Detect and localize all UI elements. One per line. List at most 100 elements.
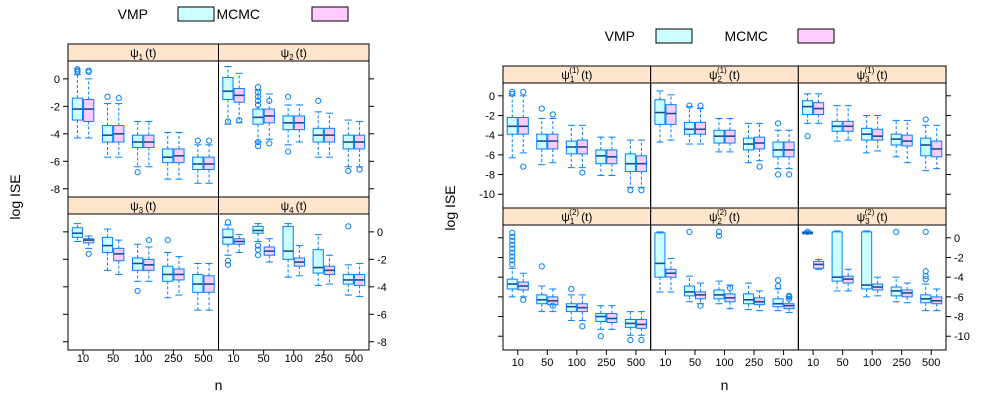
outlier-point [254, 246, 262, 253]
box-vmp-n500 [920, 228, 932, 312]
box-vmp-n50 [683, 228, 695, 303]
box-vmp-n500 [342, 119, 354, 174]
outlier-point [697, 102, 704, 109]
box-mcmc-n500 [635, 139, 647, 194]
panel-strip-label: ψ1 (t) [130, 46, 156, 62]
outlier-point [509, 249, 516, 256]
strip-subscript: 3 [865, 217, 870, 226]
x-tick-label: 100 [863, 357, 881, 369]
box-iqr [665, 104, 677, 125]
box-mcmc-n100 [293, 245, 305, 277]
x-tick-label: 100 [568, 357, 586, 369]
box-vmp-n10 [654, 231, 666, 293]
strip-symbol: ψ [281, 199, 290, 213]
panel-strip [67, 43, 219, 62]
outlier-point [922, 116, 929, 123]
y-tick-label: -6 [485, 150, 495, 162]
box-mcmc-n50 [694, 282, 707, 309]
box-vmp-n50 [252, 84, 264, 150]
box-iqr [282, 225, 294, 260]
outlier-point [224, 219, 232, 226]
outlier-point [520, 296, 527, 303]
outlier-point [579, 323, 586, 330]
box-vmp-n250 [162, 237, 174, 299]
box-mcmc-n100 [143, 120, 155, 168]
box-iqr [872, 128, 884, 141]
box-mcmc-n10 [83, 235, 95, 257]
box-mcmc-n100 [576, 294, 588, 330]
panel-5: ψ2(2) (t) 10 50 100 250 500 [650, 207, 799, 369]
box-iqr [861, 231, 873, 290]
outlier-point [509, 261, 516, 268]
legend-swatch-mcmc [311, 6, 349, 22]
panel-1: ψ1 (t) 0 -2 -4 -6 -8 [50, 43, 219, 198]
outlier-point [74, 66, 81, 73]
box-vmp-n10 [506, 229, 518, 298]
outlier-point [254, 97, 262, 104]
x-tick-label: 100 [715, 357, 733, 369]
y-tick-label: -2 [377, 254, 387, 266]
box-vmp-n100 [713, 228, 725, 305]
y-tick-label: -6 [50, 156, 60, 168]
y-tick-label: -2 [485, 110, 495, 122]
box-vmp-n500 [772, 120, 784, 178]
box-vmp-n100 [565, 285, 577, 321]
panel-strip-label: ψ3(1) (t) [857, 66, 888, 84]
outlier-point [104, 93, 111, 100]
strip-symbol: ψ [857, 68, 866, 82]
panel-frame [797, 224, 947, 351]
legend-label-vmp: VMP [118, 6, 148, 22]
strip-symbol: ψ [709, 210, 718, 224]
outlier-point [254, 101, 262, 109]
x-tick-label: 50 [107, 353, 119, 365]
outlier-point [509, 88, 516, 95]
x-tick-label: 100 [285, 353, 303, 365]
outlier-point [509, 257, 516, 264]
x-tick-label: 50 [541, 357, 553, 369]
box-mcmc-n10 [813, 258, 825, 270]
panel-2: ψ2 (t) [218, 43, 374, 198]
box-vmp-n250 [595, 305, 607, 340]
outlier-point [804, 133, 811, 140]
outlier-point [538, 263, 545, 270]
box-mcmc-n250 [901, 119, 913, 164]
outlier-point [509, 245, 516, 252]
box-mcmc-n500 [931, 288, 943, 312]
strip-argument: (t) [145, 46, 156, 60]
outlier-point [549, 111, 556, 118]
box-mcmc-n500 [203, 262, 215, 311]
strip-subscript: 4 [289, 206, 294, 215]
outlier-point [134, 169, 141, 176]
panel-frame [218, 60, 370, 198]
y-tick-label: -10 [479, 189, 495, 201]
box-vmp-n100 [282, 93, 294, 155]
box-iqr [654, 232, 666, 278]
panel-strip [67, 196, 219, 215]
strip-symbol: ψ [561, 210, 570, 224]
outlier-point [164, 237, 171, 244]
box-vmp-n50 [252, 223, 264, 259]
box-mcmc-n10 [665, 257, 677, 293]
outlier-point [774, 171, 782, 178]
outlier-point [254, 143, 262, 150]
box-iqr [802, 100, 814, 115]
strip-symbol: ψ [857, 210, 866, 224]
box-iqr [101, 125, 114, 143]
panel-1: ψ1(1) (t) 0 -2 -4 -6 -8 -10 [479, 65, 652, 209]
outlier-point [922, 228, 929, 235]
box-iqr [222, 76, 234, 100]
outlier-point [236, 116, 243, 124]
x-tick-label: 10 [659, 357, 671, 369]
panel-3: ψ3(1) (t) [797, 65, 951, 209]
outlier-point [549, 302, 556, 309]
strip-argument: (t) [581, 68, 592, 82]
outlier-point [509, 237, 516, 244]
outlier-point [520, 88, 527, 95]
panel-frame [67, 60, 219, 198]
outlier-point [715, 232, 723, 239]
x-tick-label: 50 [837, 357, 849, 369]
y-tick-label: -8 [485, 170, 495, 182]
strip-argument: (t) [876, 68, 887, 82]
strip-symbol: ψ [561, 68, 570, 82]
